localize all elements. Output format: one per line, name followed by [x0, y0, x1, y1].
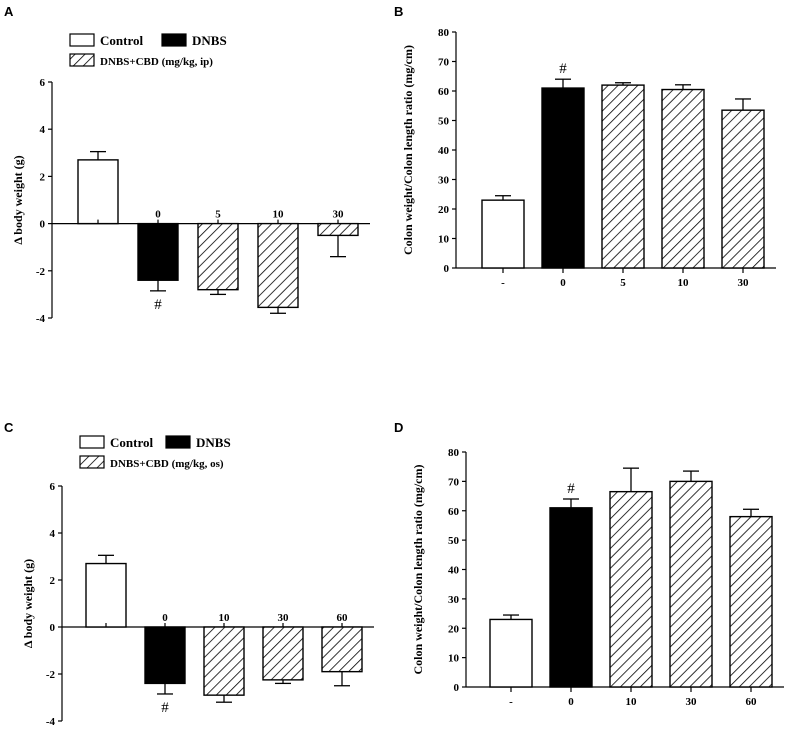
y-tick-label: 0 [40, 219, 46, 231]
y-tick-label: 70 [448, 476, 460, 488]
legend-label-dnbs: DNBS [192, 33, 227, 48]
x-tick-label: 30 [333, 209, 345, 221]
significance-marker: # [154, 297, 162, 313]
y-tick-label: 2 [50, 575, 56, 587]
x-tick-label: 0 [155, 209, 161, 221]
x-tick-label: 5 [215, 209, 221, 221]
y-tick-label: 6 [40, 77, 46, 89]
y-axis-label: Δ body weight (g) [11, 155, 25, 244]
y-tick-label: -4 [46, 716, 56, 728]
legend-label-control: Control [100, 33, 143, 48]
y-tick-label: 40 [438, 145, 450, 157]
y-tick-label: 50 [438, 116, 450, 128]
legend-label-dnbs: DNBS [196, 435, 231, 450]
y-axis-label: Colon weight/Colon length ratio (mg/cm) [401, 45, 415, 255]
x-tick-label: 30 [738, 277, 750, 289]
panel-letter-d: D [394, 420, 403, 435]
y-tick-label: 0 [50, 622, 56, 634]
bar [197, 222, 239, 291]
y-tick-label: 4 [40, 124, 46, 136]
x-tick-label: 60 [746, 696, 758, 708]
panel-letter-a: A [4, 4, 14, 19]
chart-panel-a: -4 -2 0 2 4 6 Δ body weight (g) 0 5 10 30 # [11, 77, 370, 325]
legend-swatch-cbd-os [79, 455, 105, 469]
x-tick-label: - [509, 696, 513, 708]
y-tick-label: -2 [46, 669, 56, 681]
panel-letter-c: C [4, 420, 14, 435]
bar [481, 199, 525, 269]
x-tick-label: 10 [273, 209, 285, 221]
x-tick-label: - [501, 277, 505, 289]
y-tick-label: 10 [438, 234, 450, 246]
y-axis-label: Δ body weight (g) [21, 559, 35, 648]
legend-swatch-dnbs [161, 33, 187, 47]
bar [669, 480, 713, 688]
bar [262, 626, 304, 681]
legend-a: Control DNBS DNBS+CBD (mg/kg, ip) [69, 33, 227, 68]
bar [203, 626, 245, 696]
y-tick-label: -4 [36, 313, 46, 325]
bar [721, 109, 765, 269]
x-tick-label: 10 [626, 696, 638, 708]
x-tick-label: 0 [560, 277, 566, 289]
bar [317, 222, 359, 237]
legend-label-cbd-os: DNBS+CBD (mg/kg, os) [110, 458, 224, 470]
x-tick-label: 0 [568, 696, 574, 708]
significance-marker: # [567, 481, 575, 497]
y-tick-label: 0 [444, 263, 450, 275]
bar [541, 87, 585, 269]
y-tick-label: 10 [448, 653, 460, 665]
legend-label-control: Control [110, 435, 153, 450]
y-tick-label: 6 [50, 481, 56, 493]
y-axis-label: Colon weight/Colon length ratio (mg/cm) [411, 465, 425, 675]
y-tick-label: 80 [448, 447, 460, 459]
y-tick-label: 60 [438, 86, 450, 98]
bar [137, 222, 179, 281]
chart-panel-c: -4 -2 0 2 4 6 Δ body weight (g) 0 10 30 60 # [21, 481, 374, 728]
bar [321, 626, 363, 673]
legend-swatch-dnbs [165, 435, 191, 449]
y-tick-label: 4 [50, 528, 56, 540]
legend-swatch-control [69, 33, 95, 47]
x-tick-label: 0 [162, 612, 168, 624]
bar [144, 626, 186, 685]
x-tick-label: 30 [278, 612, 290, 624]
bar [661, 88, 705, 269]
bar [489, 618, 533, 688]
x-tick-label: 10 [219, 612, 231, 624]
x-tick-label: 5 [620, 277, 626, 289]
bar [549, 507, 593, 688]
bar [77, 159, 119, 225]
significance-marker: # [161, 700, 169, 716]
y-tick-label: 40 [448, 565, 460, 577]
legend-swatch-control [79, 435, 105, 449]
legend-swatch-cbd-ip [69, 53, 95, 67]
y-tick-label: -2 [36, 266, 46, 278]
y-tick-label: 50 [448, 535, 460, 547]
panel-letter-b: B [394, 4, 403, 19]
bar [85, 562, 127, 628]
significance-marker: # [559, 61, 567, 77]
bar [609, 490, 653, 688]
bar [257, 222, 299, 309]
chart-panel-d: 0 10 20 30 40 50 60 70 80 Colon weight/Colon leng… [411, 447, 784, 708]
legend-c: Control DNBS DNBS+CBD (mg/kg, os) [79, 435, 231, 470]
y-tick-label: 60 [448, 506, 460, 518]
y-tick-label: 70 [438, 57, 450, 69]
x-tick-label: 30 [686, 696, 698, 708]
y-tick-label: 20 [438, 204, 450, 216]
y-tick-label: 0 [454, 682, 460, 694]
legend-label-cbd-ip: DNBS+CBD (mg/kg, ip) [100, 56, 213, 68]
y-tick-label: 30 [448, 594, 460, 606]
y-tick-label: 80 [438, 27, 450, 39]
x-tick-label: 60 [337, 612, 349, 624]
y-tick-label: 30 [438, 175, 450, 187]
y-tick-label: 2 [40, 171, 46, 183]
y-tick-label: 20 [448, 623, 460, 635]
bar [729, 515, 773, 688]
x-tick-label: 10 [678, 277, 690, 289]
bar [601, 84, 645, 269]
